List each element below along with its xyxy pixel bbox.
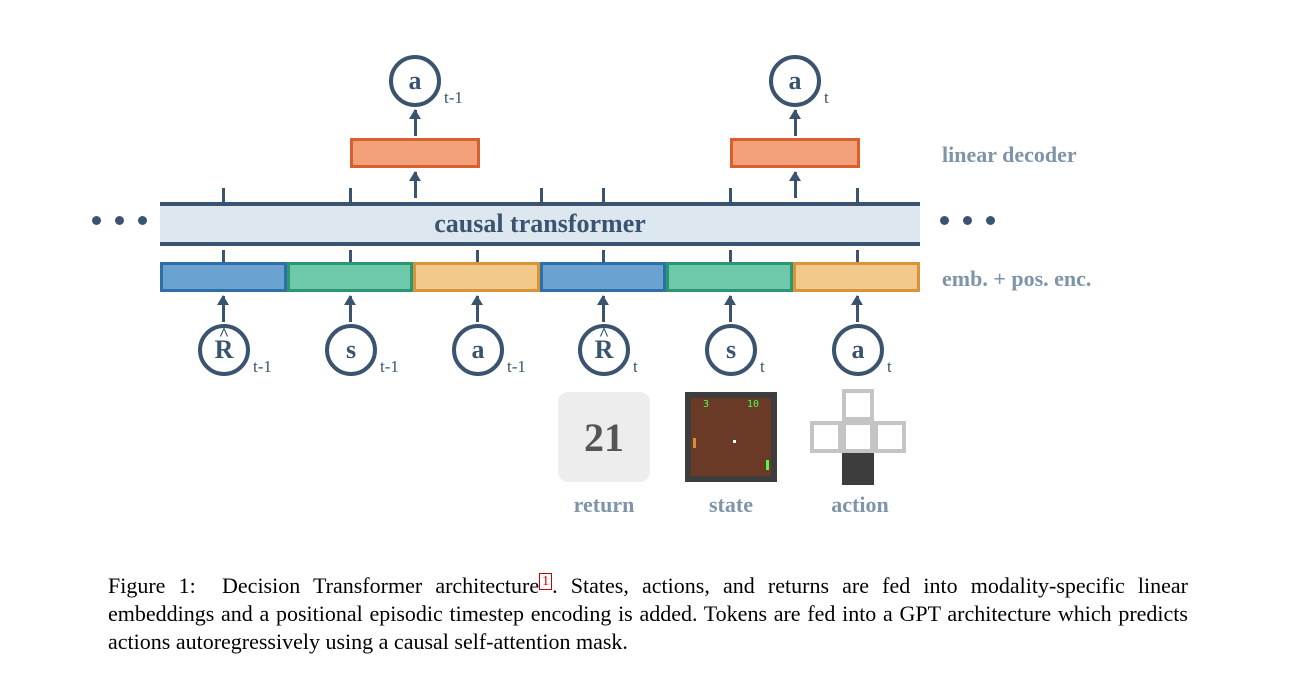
token-symbol: s bbox=[726, 335, 736, 365]
transformer-label: causal transformer bbox=[434, 209, 646, 239]
dpad-center bbox=[842, 421, 874, 453]
emb-box-R-tm1 bbox=[160, 262, 287, 292]
label-state: state bbox=[700, 492, 762, 518]
footnote-ref: 1 bbox=[539, 573, 552, 590]
state-score-right: 10 bbox=[747, 399, 759, 410]
sub-s-tm1: t-1 bbox=[380, 357, 399, 377]
return-example: 21 bbox=[558, 392, 650, 482]
token-symbol: a bbox=[409, 66, 422, 96]
dpad-up bbox=[842, 389, 874, 421]
emb-box-s-t bbox=[666, 262, 793, 292]
output-token-a-tm1: a bbox=[389, 55, 441, 107]
input-token-s-tm1: s bbox=[325, 324, 377, 376]
emb-box-s-tm1 bbox=[287, 262, 414, 292]
arrow-trans-dec-1 bbox=[414, 172, 417, 198]
input-token-a-tm1: a bbox=[452, 324, 504, 376]
return-value: 21 bbox=[584, 414, 624, 461]
state-paddle-left bbox=[693, 438, 696, 448]
output-subscript-tm1: t-1 bbox=[444, 88, 463, 108]
state-score-left: 3 bbox=[703, 399, 709, 410]
label-return: return bbox=[568, 492, 640, 518]
token-symbol: a bbox=[852, 335, 865, 365]
ellipsis-right bbox=[940, 216, 995, 225]
token-symbol: a bbox=[472, 335, 485, 365]
hat-icon: ^ bbox=[219, 324, 229, 345]
arrow-decoder-out-1 bbox=[414, 110, 417, 136]
sub-a-t: t bbox=[887, 357, 892, 377]
state-paddle-right bbox=[766, 460, 769, 470]
label-action: action bbox=[824, 492, 896, 518]
ellipsis-left bbox=[92, 216, 147, 225]
decoder-box-2 bbox=[730, 138, 860, 168]
token-symbol: a bbox=[789, 66, 802, 96]
decoder-label: linear decoder bbox=[942, 142, 1077, 168]
action-example bbox=[810, 389, 906, 485]
tick-top-6 bbox=[856, 188, 859, 202]
embedding-row bbox=[160, 262, 920, 292]
arrow-in-1 bbox=[222, 296, 225, 322]
input-token-R-tm1: ^ R bbox=[198, 324, 250, 376]
arrow-trans-dec-2 bbox=[794, 172, 797, 198]
arrow-in-5 bbox=[729, 296, 732, 322]
sub-s-t: t bbox=[760, 357, 765, 377]
sub-R-t: t bbox=[633, 357, 638, 377]
tick-top-2 bbox=[349, 188, 352, 202]
dpad-down bbox=[842, 453, 874, 485]
dpad-left bbox=[810, 421, 842, 453]
state-example: 3 10 bbox=[685, 392, 777, 482]
dpad-right bbox=[874, 421, 906, 453]
arrow-decoder-out-2 bbox=[794, 110, 797, 136]
embedding-label: emb. + pos. enc. bbox=[942, 266, 1091, 292]
tick-top-4 bbox=[602, 188, 605, 202]
emb-box-R-t bbox=[540, 262, 667, 292]
caption-prefix: Figure 1: Decision Transformer architect… bbox=[108, 573, 539, 598]
state-ball bbox=[733, 440, 736, 443]
output-token-a-t: a bbox=[769, 55, 821, 107]
token-symbol: s bbox=[346, 335, 356, 365]
sub-R-tm1: t-1 bbox=[253, 357, 272, 377]
arrow-in-4 bbox=[602, 296, 605, 322]
output-subscript-t: t bbox=[824, 88, 829, 108]
decoder-box-1 bbox=[350, 138, 480, 168]
arrow-in-2 bbox=[349, 296, 352, 322]
input-token-R-t: ^ R bbox=[578, 324, 630, 376]
architecture-diagram: a t-1 a t causal transformer bbox=[110, 30, 1186, 490]
figure-caption: Figure 1: Decision Transformer architect… bbox=[108, 572, 1188, 656]
transformer-bar: causal transformer bbox=[160, 202, 920, 246]
emb-box-a-t bbox=[793, 262, 920, 292]
tick-top-5 bbox=[729, 188, 732, 202]
arrow-in-6 bbox=[856, 296, 859, 322]
tick-top-1 bbox=[222, 188, 225, 202]
input-token-s-t: s bbox=[705, 324, 757, 376]
hat-icon: ^ bbox=[599, 324, 609, 345]
arrow-in-3 bbox=[476, 296, 479, 322]
tick-top-3 bbox=[540, 188, 543, 202]
input-token-a-t: a bbox=[832, 324, 884, 376]
sub-a-tm1: t-1 bbox=[507, 357, 526, 377]
emb-box-a-tm1 bbox=[413, 262, 540, 292]
